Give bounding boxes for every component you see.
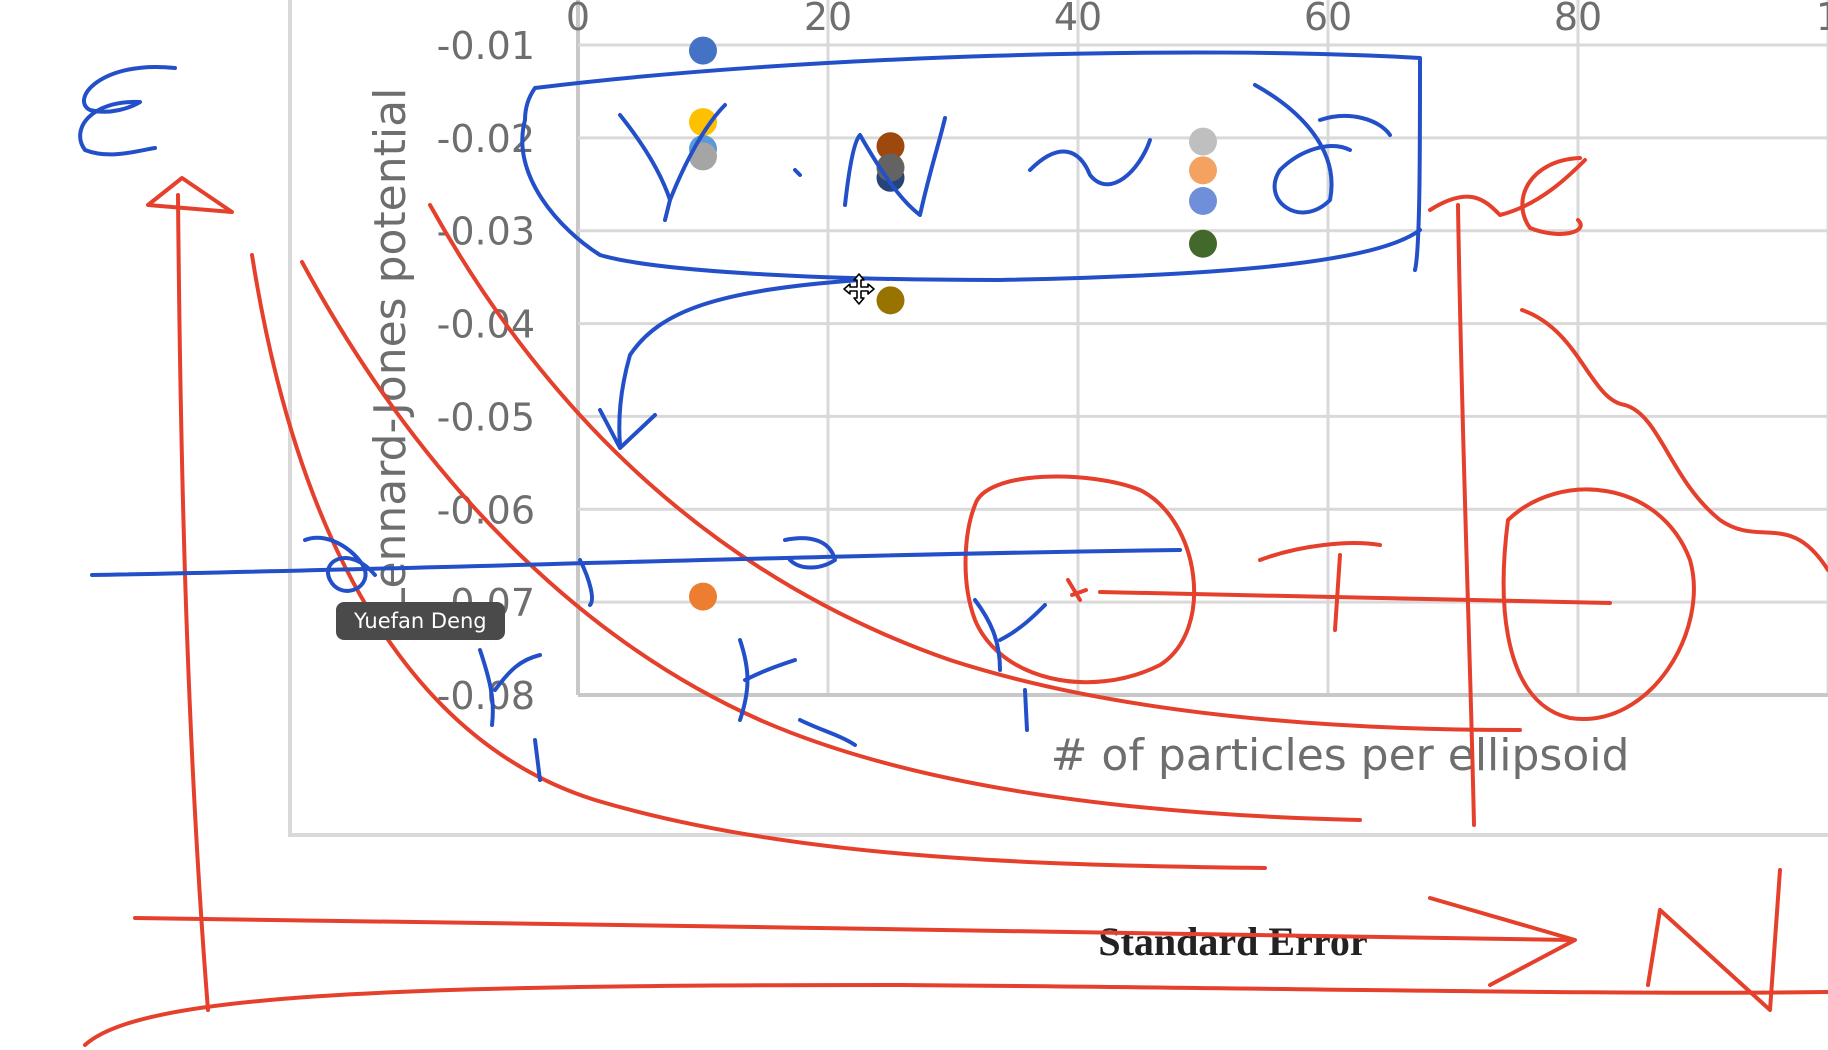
- x-axis-title: # of particles per ellipsoid: [1051, 730, 1630, 781]
- standard-error-caption: Standard Error: [1098, 919, 1367, 964]
- move-cursor-icon: [843, 273, 875, 305]
- red-arrowhead-right: [1428, 896, 1577, 987]
- red-x-axis-stroke: [133, 916, 1572, 942]
- scatter-chart: 0 20 40 60 80 1 -0.01 -0.02 -0.03 -0.04 -0.05 -0.0…: [288, 0, 1828, 837]
- y-tick-label: -0.08: [437, 674, 535, 718]
- blue-gamma-dot-N: [618, 103, 947, 222]
- data-point[interactable]: [1189, 156, 1217, 185]
- data-point[interactable]: [1189, 229, 1217, 258]
- blue-tilde: [1028, 138, 1152, 187]
- red-wavy-line: [1520, 308, 1828, 572]
- red-vertical-divider: [1456, 203, 1476, 827]
- data-point[interactable]: [689, 36, 717, 65]
- red-mark: [1066, 578, 1088, 602]
- data-point[interactable]: [689, 582, 717, 611]
- blue-arrow-head: [598, 408, 657, 450]
- red-arrowhead-up: [146, 176, 234, 214]
- y-tick-label: -0.02: [437, 117, 535, 161]
- blue-ink-annotations: [78, 50, 1422, 782]
- x-tick-label: 1: [1816, 0, 1828, 39]
- x-axis-tick-labels: 0 20 40 60 80 1: [566, 0, 1828, 39]
- data-point[interactable]: [876, 286, 905, 315]
- red-bottom-stroke: [83, 983, 1828, 1047]
- y-tick-label: -0.04: [437, 303, 535, 347]
- blue-horizontal-line: [90, 548, 1182, 577]
- y-tick-label: -0.01: [437, 24, 535, 68]
- user-name-tooltip: Yuefan Deng: [336, 602, 505, 640]
- x-tick-label: 80: [1554, 0, 1602, 39]
- y-tick-label: -0.05: [437, 395, 535, 439]
- data-point[interactable]: [1189, 187, 1217, 215]
- blue-scribble-origin: [303, 535, 377, 593]
- data-point[interactable]: [689, 142, 717, 171]
- red-ink-annotations: [83, 156, 1828, 1047]
- y-axis-title: Lennard-Jones potential: [365, 88, 416, 613]
- blue-arrow-curve: [617, 278, 862, 447]
- data-point[interactable]: [689, 108, 717, 137]
- red-horizontal-stroke: [1098, 590, 1612, 605]
- red-curve-1: [250, 253, 1267, 870]
- blue-gamma-row: [478, 598, 1047, 782]
- x-tick-label: 20: [804, 0, 852, 39]
- red-N-letter: [1646, 868, 1782, 1012]
- x-tick-label: 0: [566, 0, 590, 39]
- red-rho-e-label: [1428, 156, 1587, 236]
- blue-enclosure-loop: [520, 50, 1422, 282]
- red-curve-2: [300, 260, 1362, 822]
- blue-small-marks: [578, 536, 837, 607]
- x-tick-label: 40: [1054, 0, 1102, 39]
- red-circle-1: [963, 474, 1197, 685]
- chart-frame: [288, 0, 1828, 837]
- red-circle-2: [1501, 487, 1696, 721]
- data-point[interactable]: [876, 132, 905, 161]
- chart-gridlines: [576, 0, 1828, 697]
- red-curve-3: [428, 203, 1522, 732]
- red-y-axis-stroke: [176, 193, 210, 1012]
- blue-epsilon-2: [1253, 83, 1392, 215]
- blue-epsilon-letter: [78, 64, 177, 157]
- data-point[interactable]: [1189, 127, 1217, 156]
- y-tick-label: -0.06: [437, 488, 535, 532]
- data-points: [689, 36, 1217, 611]
- y-tick-label: -0.03: [437, 210, 535, 254]
- x-tick-label: 60: [1304, 0, 1352, 39]
- y-axis-tick-labels: -0.01-0.02-0.03-0.04-0.05-0.06-0.07-0.08: [437, 24, 535, 718]
- red-gamma-1: [1258, 541, 1382, 632]
